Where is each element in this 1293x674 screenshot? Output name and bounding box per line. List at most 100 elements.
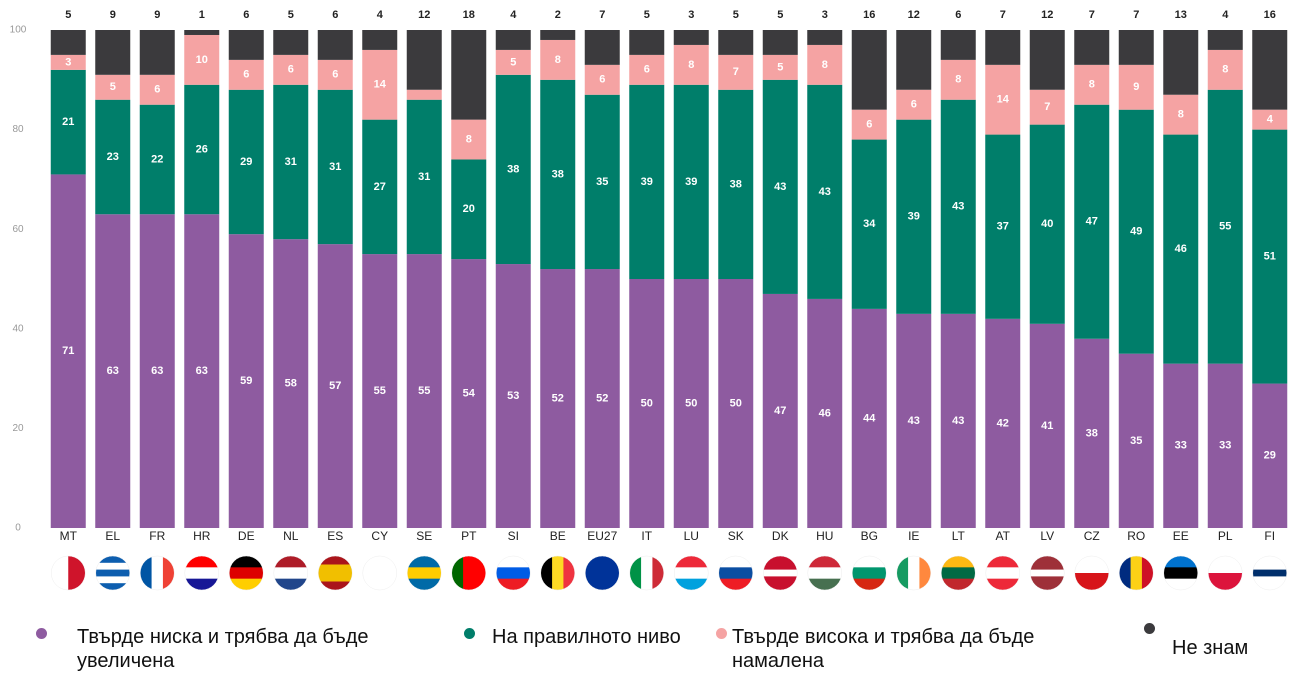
data-label: 63 (196, 365, 208, 377)
data-label: 58 (285, 377, 297, 389)
flag-stripe (407, 556, 442, 568)
data-label: 38 (552, 168, 564, 180)
bar-segment (718, 279, 754, 528)
data-label: 6 (599, 74, 605, 86)
data-label: 27 (374, 181, 386, 193)
flag (140, 556, 175, 590)
flag-border (273, 555, 308, 591)
bar-segment (1118, 64, 1154, 110)
bar-segment (317, 89, 353, 245)
data-label: 5 (733, 9, 739, 21)
bar-segment (184, 30, 220, 35)
flag (763, 556, 798, 590)
data-label: 5 (288, 9, 294, 21)
bar-segment (273, 30, 309, 55)
data-label: 53 (507, 390, 519, 402)
data-label: 6 (332, 69, 338, 81)
data-label: 20 (463, 203, 475, 215)
flag-stripe (184, 567, 219, 580)
flag-stripe (807, 578, 842, 590)
legend-marker (716, 628, 727, 639)
flag-stripe (451, 556, 464, 590)
bar-segment (673, 84, 709, 279)
legend-label: Твърде висока и трябва да бъде намалена (732, 626, 1035, 672)
bar-segment (95, 99, 131, 215)
flag-stripe (985, 567, 1020, 580)
flag-stripe (807, 556, 842, 568)
data-label: 33 (1219, 440, 1231, 452)
x-tick-label: LT (952, 529, 966, 543)
data-label: 63 (151, 365, 163, 377)
flag-stripe (674, 578, 709, 590)
x-tick-label: SE (416, 529, 432, 543)
data-label: 6 (955, 9, 961, 21)
data-label: 71 (62, 345, 74, 357)
flag-stripe (496, 567, 531, 580)
legend-label: На правилното ниво (492, 626, 681, 648)
data-label: 7 (599, 9, 605, 21)
data-label: 4 (510, 9, 517, 21)
flag-stripe (763, 569, 798, 577)
bar-segment (317, 244, 353, 528)
data-label: 12 (908, 9, 920, 21)
flag (718, 556, 753, 590)
data-label: 39 (685, 176, 697, 188)
flag-stripe (318, 556, 353, 565)
flag-stripe (229, 578, 264, 590)
data-label: 1 (199, 9, 205, 21)
bar-segment (495, 264, 531, 528)
data-label: 52 (596, 392, 608, 404)
x-tick-label: SI (508, 529, 519, 543)
bar-segment (896, 30, 932, 90)
flag-stripe (852, 556, 887, 568)
bar-segment (317, 59, 353, 90)
bar-segment (584, 269, 620, 528)
bar-segment (451, 159, 487, 260)
flag-stripe (162, 556, 175, 590)
data-label: 38 (507, 163, 519, 175)
data-label: 40 (1041, 218, 1053, 230)
flag (540, 556, 575, 590)
bar-segment (95, 74, 131, 100)
flag-stripe (585, 556, 620, 590)
data-label: 55 (374, 385, 386, 397)
flag-border (1030, 555, 1065, 591)
data-label: 8 (555, 54, 561, 66)
x-tick-label: CZ (1084, 529, 1100, 543)
flag-stripe (1030, 562, 1065, 571)
data-label: 42 (997, 417, 1009, 429)
data-label: 4 (1267, 114, 1274, 126)
flag-stripe (674, 556, 709, 568)
flag-stripe (273, 578, 308, 590)
flag-stripe (1119, 556, 1132, 590)
flag-stripe (407, 567, 442, 580)
bar-segment (851, 308, 887, 528)
bar-segment (50, 30, 86, 55)
bar-segment (451, 119, 487, 160)
flag-stripe (95, 562, 130, 571)
flag-stripe (718, 567, 753, 580)
data-label: 43 (774, 181, 786, 193)
x-tick-label: HU (816, 529, 833, 543)
flag-stripe (1208, 573, 1243, 590)
x-tick-label: EE (1173, 529, 1189, 543)
flag-stripe (362, 556, 397, 590)
flag-stripe (674, 567, 709, 580)
bar-segment (851, 109, 887, 140)
bar-segment (1207, 89, 1243, 364)
data-label: 2 (555, 9, 561, 21)
data-label: 43 (908, 415, 920, 427)
y-tick-label: 0 (15, 523, 21, 534)
data-label: 54 (463, 387, 476, 399)
data-label: 6 (866, 119, 872, 131)
flag-stripe (763, 562, 798, 571)
flag-border (941, 555, 976, 591)
bar-segment (718, 30, 754, 55)
bar-segment (807, 44, 843, 85)
flag-stripe (540, 556, 553, 590)
data-label: 50 (641, 397, 653, 409)
flag-stripe (852, 567, 887, 580)
data-label: 8 (1222, 64, 1228, 76)
data-label: 3 (822, 9, 828, 21)
bar-segment (540, 269, 576, 528)
